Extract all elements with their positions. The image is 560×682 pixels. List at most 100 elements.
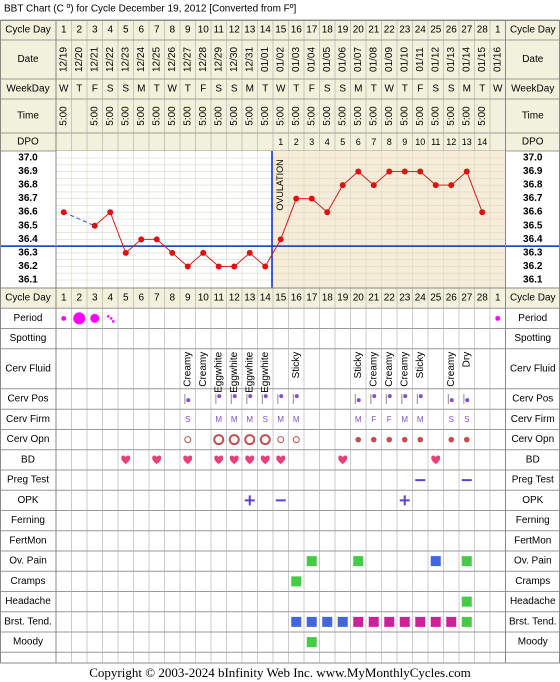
weekday-label: F — [309, 84, 315, 95]
temp-line-segment — [109, 212, 127, 254]
cerv-pos-dot — [263, 394, 268, 399]
cerv-pos-bar — [385, 394, 387, 404]
weekday-label: F — [200, 84, 206, 95]
weekday-label: W — [276, 84, 286, 95]
time-label: 5:00 — [430, 106, 441, 126]
cycle-day-number: 18 — [322, 25, 334, 36]
temp-line-segment — [125, 238, 142, 254]
temp-point — [231, 263, 238, 270]
time-label: 5:00 — [89, 106, 100, 126]
cervical-fluid-text: Sticky — [415, 352, 426, 379]
row-label: Ferning — [11, 515, 45, 526]
row-label-right: Ferning — [516, 515, 550, 526]
row-label-right-weekday: WeekDay — [511, 84, 554, 95]
symptom-square — [399, 616, 410, 627]
row-label: OPK — [17, 495, 38, 506]
weekday-label: S — [324, 84, 331, 95]
row-label-right-time: Time — [522, 111, 544, 122]
time-label: 5:00 — [291, 106, 302, 126]
weekday-label: T — [402, 84, 408, 95]
date-label: 12/24 — [136, 47, 147, 72]
cycle-day-number: 1 — [61, 25, 67, 36]
date-label: 12/22 — [105, 47, 116, 72]
row-label: Brst. Tend. — [4, 616, 52, 627]
date-label: 01/10 — [399, 47, 410, 72]
dpo-label: 9 — [402, 137, 407, 147]
date-label: 01/16 — [492, 47, 503, 72]
temp-line-segment — [202, 252, 220, 267]
cycle-day-number: 7 — [154, 293, 160, 304]
cerv-firm-letter: F — [371, 415, 376, 424]
cycle-day-number: 16 — [291, 25, 303, 36]
date-label: 01/09 — [384, 47, 395, 72]
cervical-fluid-text: Creamy — [384, 352, 395, 387]
cycle-day-number: 4 — [107, 293, 113, 304]
temp-point — [138, 236, 145, 243]
cerv-firm-letter: M — [293, 415, 300, 424]
temp-point — [386, 168, 393, 175]
weekday-label: F — [92, 84, 98, 95]
weekday-label: S — [432, 84, 439, 95]
row-label: Cerv Pos — [7, 394, 48, 405]
date-label: 01/03 — [291, 47, 302, 72]
period-light-dot — [111, 320, 115, 323]
weekday-label: T — [185, 84, 191, 95]
y-tick-right: 36.6 — [523, 207, 543, 218]
cervical-fluid-text: Creamy — [198, 352, 209, 387]
cycle-day-number: 14 — [260, 293, 272, 304]
cervical-fluid-text: Sticky — [291, 352, 302, 379]
dpo-label: 5 — [340, 137, 345, 147]
dpo-label: 3 — [309, 137, 314, 147]
cycle-day-number: 10 — [198, 25, 210, 36]
minus-sign — [415, 479, 426, 482]
date-label: 12/28 — [198, 47, 209, 72]
cycle-day-number: 11 — [214, 293, 225, 304]
symptom-square — [337, 616, 348, 627]
y-tick-right: 36.5 — [523, 220, 543, 231]
y-tick-left: 36.9 — [18, 166, 38, 177]
weekday-label: W — [59, 84, 69, 95]
minus-sign — [461, 479, 472, 482]
cycle-day-row-bg — [0, 288, 560, 309]
y-tick-left: 36.3 — [18, 247, 38, 258]
cervical-fluid-text: Eggwhite — [213, 351, 224, 393]
cycle-day-number: 20 — [353, 293, 365, 304]
y-tick-left: 36.7 — [18, 193, 38, 204]
y-tick-left: 36.6 — [18, 207, 38, 218]
cycle-day-number: 3 — [92, 25, 98, 36]
temp-point — [432, 182, 439, 189]
temp-point — [308, 195, 315, 202]
row-label-right-cycle_day: Cycle Day — [510, 25, 556, 36]
weekday-label: W — [168, 84, 178, 95]
cervical-fluid-text: Eggwhite — [260, 351, 271, 393]
symptom-square — [430, 616, 441, 627]
temp-point — [355, 168, 362, 175]
cerv-closed-dot — [401, 436, 408, 443]
cerv-pos-dot — [418, 394, 423, 399]
cerv-closed-dot — [355, 436, 362, 443]
date-label: 01/07 — [353, 47, 364, 72]
weekday-label: T — [262, 84, 268, 95]
date-label: 01/04 — [306, 47, 317, 72]
y-tick-right: 36.2 — [523, 261, 543, 272]
symptom-square — [430, 556, 441, 567]
date-label: 01/13 — [446, 47, 457, 72]
date-label: 01/06 — [337, 47, 348, 72]
time-label: 5:00 — [353, 106, 364, 126]
bd-heart — [152, 455, 162, 465]
bd-heart — [214, 455, 224, 465]
cycle-day-number: 28 — [477, 25, 489, 36]
time-label: 5:00 — [182, 106, 193, 126]
cerv-firm-letter: S — [185, 415, 190, 424]
y-tick-right: 36.7 — [523, 193, 543, 204]
cycle-day-number: 21 — [368, 293, 380, 304]
temp-point — [60, 209, 67, 216]
row-label-right: Spotting — [514, 333, 551, 344]
time-label: 5:00 — [322, 106, 333, 126]
cycle-day-number: 20 — [353, 25, 365, 36]
date-label: 12/27 — [182, 47, 193, 72]
row-label-right: Ov. Pain — [514, 556, 552, 567]
date-label: 01/11 — [415, 47, 426, 72]
temp-point — [277, 236, 284, 243]
minus-sign — [275, 499, 286, 502]
